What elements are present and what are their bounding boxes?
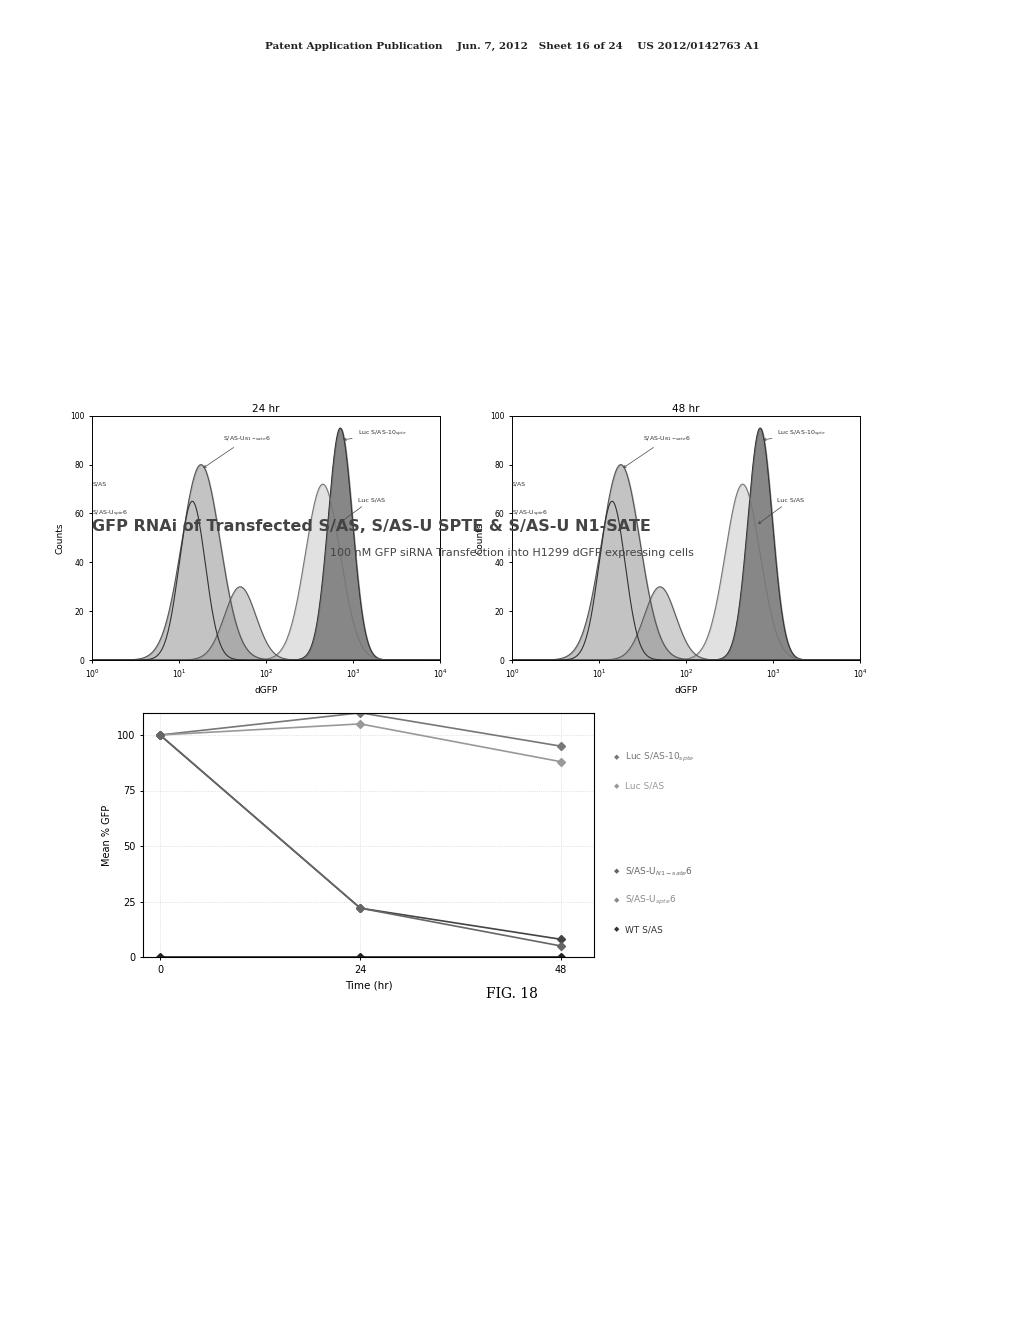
WT S/AS [354,949,367,965]
Text: S/AS-U$_{spte}$6: S/AS-U$_{spte}$6 [625,894,676,907]
Text: Luc S/AS: Luc S/AS [625,781,664,791]
Text: ◆: ◆ [614,898,620,904]
Text: S/AS-U$_{N1-sate}$6: S/AS-U$_{N1-sate}$6 [624,434,690,467]
Text: ◆: ◆ [614,754,620,760]
Title: 48 hr: 48 hr [673,404,699,413]
Text: WT S/AS: WT S/AS [625,925,663,935]
Title: 24 hr: 24 hr [253,404,280,413]
Text: S/AS-U$_{N1-sate}$6: S/AS-U$_{N1-sate}$6 [204,434,270,467]
Y-axis label: Counts: Counts [55,523,65,553]
Text: FIG. 18: FIG. 18 [486,987,538,1002]
Luc S/AS [354,715,367,731]
Text: Luc S/AS: Luc S/AS [339,498,385,524]
S/AS-U_spte6 [354,900,367,916]
Text: Luc S/AS-10$_{spte}$: Luc S/AS-10$_{spte}$ [764,429,826,441]
Line: S/AS-U_N1sate6: S/AS-U_N1sate6 [158,733,563,942]
Text: Luc S/AS: Luc S/AS [759,498,805,524]
Luc S/AS [154,727,166,743]
Line: Luc S/AS-10spte: Luc S/AS-10spte [158,710,563,748]
Text: S/AS-U$_{spte}$6: S/AS-U$_{spte}$6 [512,508,548,519]
Text: Luc S/AS-10$_{spte}$: Luc S/AS-10$_{spte}$ [344,429,407,441]
X-axis label: Time (hr): Time (hr) [345,981,392,990]
Text: Patent Application Publication    Jun. 7, 2012   Sheet 16 of 24    US 2012/01427: Patent Application Publication Jun. 7, 2… [264,42,760,51]
Text: S/AS: S/AS [512,482,526,487]
Line: Luc S/AS: Luc S/AS [158,721,563,764]
S/AS-U_N1sate6 [354,900,367,916]
Luc S/AS-10spte [354,705,367,721]
Text: 100 nM GFP siRNA Transfection into H1299 dGFP expressing cells: 100 nM GFP siRNA Transfection into H1299… [330,548,694,558]
Text: ◆: ◆ [614,927,620,933]
Line: WT S/AS: WT S/AS [158,954,563,960]
S/AS-U_spte6 [154,727,166,743]
X-axis label: dGFP: dGFP [255,685,278,694]
S/AS-U_spte6 [554,939,566,954]
Text: S/AS-U$_{spte}$6: S/AS-U$_{spte}$6 [92,508,128,519]
Text: ◆: ◆ [614,783,620,789]
Text: Luc S/AS-10$_{spte}$: Luc S/AS-10$_{spte}$ [625,751,694,764]
Luc S/AS [554,754,566,770]
Luc S/AS-10spte [554,738,566,754]
WT S/AS [154,949,166,965]
S/AS-U_N1sate6 [554,932,566,948]
Y-axis label: Counts: Counts [475,523,484,553]
WT S/AS [554,949,566,965]
Text: ◆: ◆ [614,869,620,875]
Text: S/AS: S/AS [92,482,106,487]
S/AS-U_N1sate6 [154,727,166,743]
Text: GFP RNAi of Transfected S/AS, S/AS-U SPTE & S/AS-U N1-SATE: GFP RNAi of Transfected S/AS, S/AS-U SPT… [92,519,651,533]
Text: S/AS-U$_{N1-sate}$6: S/AS-U$_{N1-sate}$6 [625,866,692,878]
Y-axis label: Mean % GFP: Mean % GFP [101,804,112,866]
Luc S/AS-10spte [154,727,166,743]
Line: S/AS-U_spte6: S/AS-U_spte6 [158,733,563,949]
X-axis label: dGFP: dGFP [675,685,697,694]
